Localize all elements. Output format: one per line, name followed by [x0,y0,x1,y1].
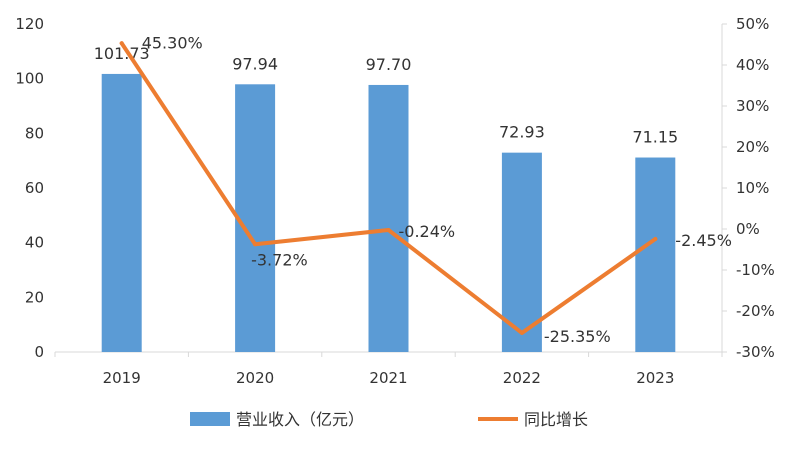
x-axis-tick-labels: 2019 2020 2021 2022 2023 [54,352,723,387]
right-axis-tick-label: 50% [736,15,769,33]
growth-label-2021: -0.24% [399,222,456,241]
left-y-axis: 0 20 40 60 80 100 120 [15,15,44,361]
left-axis-tick-label: 60 [25,179,44,197]
bar-revenue-2019 [101,73,142,353]
left-axis-tick-label: 0 [34,343,44,361]
bar-revenue-2020 [235,84,276,352]
bar-revenue-2022 [501,152,542,352]
growth-point-2020 [253,242,258,247]
right-axis-tick-label: -20% [736,302,775,320]
legend-swatch-revenue [190,412,230,426]
bar-data-labels: 101.73 97.94 97.70 72.93 71.15 [94,44,678,147]
x-axis-tick-label: 2021 [369,369,407,387]
x-axis-tick-label: 2020 [236,369,274,387]
legend-label-revenue: 营业收入（亿元） [236,410,364,429]
line-data-labels: 45.30% -3.72% -0.24% -25.35% -2.45% [142,33,732,346]
right-axis-tick-label: 30% [736,97,769,115]
bar-revenue-2021 [368,84,409,352]
bar-label-revenue-2022: 72.93 [499,123,545,142]
left-axis-tick-label: 120 [15,15,44,33]
growth-point-2023 [653,237,658,242]
right-axis-tick-label: -10% [736,261,775,279]
bar-series-revenue [101,73,676,353]
bar-label-revenue-2023: 71.15 [632,128,678,147]
legend-label-growth: 同比增长 [524,410,588,429]
growth-label-2022: -25.35% [544,327,611,346]
growth-point-2019 [119,41,124,46]
growth-label-2019: 45.30% [142,33,203,52]
x-axis-tick-label: 2023 [636,369,674,387]
right-axis-tick-label: 0% [736,220,760,238]
x-axis-tick-label: 2022 [503,369,541,387]
left-axis-tick-label: 20 [25,288,44,306]
bar-revenue-2023 [635,157,676,352]
left-axis-tick-label: 100 [15,70,44,88]
right-axis-tick-label: 40% [736,56,769,74]
left-axis-tick-label: 80 [25,124,44,142]
right-y-axis: -30% -20% -10% 0% 10% 20% 30% 40% 50% [721,15,775,361]
right-axis-tick-label: -30% [736,343,775,361]
growth-label-2020: -3.72% [251,250,308,269]
bar-label-revenue-2021: 97.70 [366,55,412,74]
bar-label-revenue-2019: 101.73 [94,44,150,63]
growth-point-2022 [519,330,524,335]
bar-label-revenue-2020: 97.94 [232,54,278,73]
growth-label-2023: -2.45% [675,231,732,250]
left-axis-tick-label: 40 [25,234,44,252]
right-axis-tick-label: 10% [736,179,769,197]
growth-point-2021 [386,227,391,232]
x-axis-tick-label: 2019 [103,369,141,387]
legend: 营业收入（亿元） 同比增长 [190,410,588,429]
right-axis-tick-label: 20% [736,138,769,156]
line-series-yoy-growth [119,41,658,335]
